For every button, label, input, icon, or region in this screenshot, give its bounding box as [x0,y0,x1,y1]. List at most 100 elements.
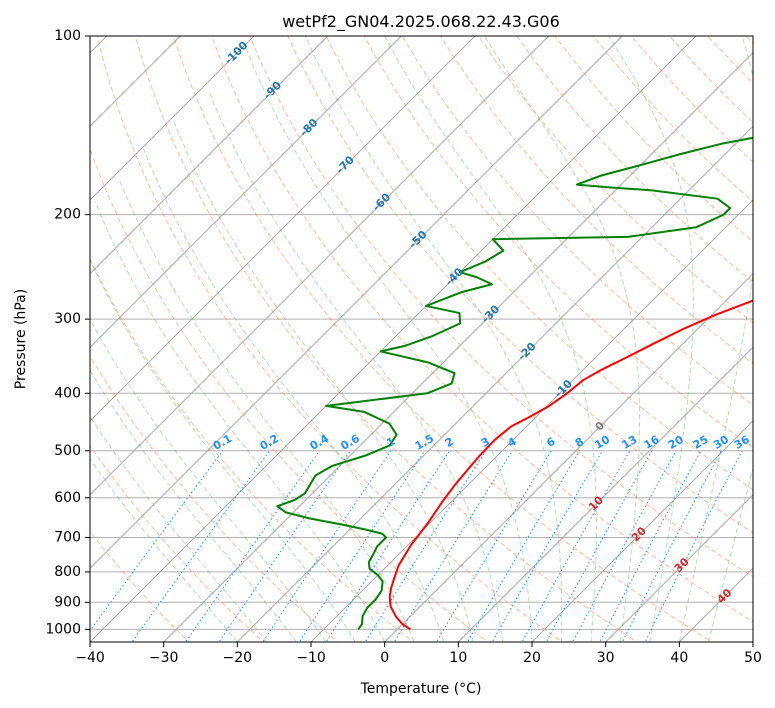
dry-adiabat [249,36,753,578]
mixing-ratio-line [131,450,271,642]
dry-adiabat [287,36,753,534]
moist-adiabat [143,148,445,642]
mixing-ratio-label: 0.6 [338,432,362,453]
isotherm-line [90,36,550,496]
isotherm-line [90,36,329,275]
isotherm-line [310,199,753,642]
moist-adiabat [209,93,504,642]
mixing-ratio-label: 2 [443,435,456,450]
isotherm-line [457,346,753,642]
mixing-ratio-label: 0.1 [211,432,234,453]
moist-adiabat [384,36,597,642]
isotherm-line [90,36,255,201]
dry-adiabat [90,444,265,642]
mixing-ratio-line [572,450,677,642]
dry-adiabat [516,36,753,283]
dry-adiabat [134,36,638,642]
x-axis-title: Temperature (°C) [360,681,482,697]
isotherm-line [90,36,476,422]
isotherm-label: -60 [370,190,393,213]
y-tick-label: 1000 [45,621,81,637]
x-tick-label: 0 [380,650,389,666]
mixing-ratio-line [185,450,320,642]
mixing-ratio-label: 16 [642,433,662,452]
mixing-ratio-line [90,450,224,632]
x-tick-label: −10 [296,650,326,666]
mixing-ratio-labels: 0.1 0.2 0.4 0.6 1 1.5 2 3 4 6 8 10 13 16 20 25 30 36 [211,432,752,453]
moist-adiabat [608,36,694,642]
isotherm-line [605,493,753,642]
mixing-ratio-label: 0.4 [308,432,332,453]
mixing-ratio-label: 10 [592,433,612,452]
dry-adiabat [440,36,753,365]
moist-adiabat [483,36,641,642]
x-tick-label: 40 [670,650,688,666]
moist-adiabat [90,258,356,642]
isotherm-line [678,567,753,642]
dry-adiabat [325,36,753,491]
dry-adiabat [363,36,753,448]
moist-adiabat [245,48,533,642]
isotherm-line [384,272,753,642]
mixing-ratio-label: 4 [506,435,519,450]
isotherm-line [90,36,402,349]
isotherm-line [236,125,753,642]
dry-adiabat [96,36,564,642]
x-tick-label: 30 [597,650,615,666]
chart-title: wetPf2_GN04.2025.068.22.43.G06 [282,12,560,32]
y-tick-label: 700 [54,530,81,546]
moist-adiabat [173,122,474,642]
dry-adiabat [90,530,190,642]
temperature-trace [388,299,753,631]
y-tick-label: 800 [54,564,81,580]
plot-frame [89,35,754,643]
isotherm-label: -70 [334,153,357,176]
y-tick-label: 200 [54,207,81,223]
x-tick-label: 20 [523,650,541,666]
isotherm-label: -40 [443,265,466,288]
x-tick-label: −40 [75,650,105,666]
moist-adiabat [708,466,753,642]
dry-adiabat [90,147,489,642]
y-tick-label: 300 [54,311,81,327]
mixing-ratio-line [466,450,581,642]
moist-adiabat [94,201,386,642]
dry-adiabat [745,36,753,45]
dewpoint-trace [276,136,753,631]
moist-adiabat [90,457,238,642]
dry-adiabat [707,36,753,84]
mixing-ratio-line [599,450,702,642]
x-tick-label: 10 [449,650,467,666]
x-tick-label: −20 [223,650,253,666]
y-tick-label: 100 [54,28,81,44]
dry-adiabat [90,257,414,642]
mixing-ratio-label: 36 [732,433,752,452]
moist-adiabat [304,36,563,642]
isotherm-line [531,420,753,642]
y-tick-label: 600 [54,490,81,506]
moist-adiabat [119,180,415,642]
dry-adiabat [172,36,713,642]
mixing-ratio-label: 30 [711,433,731,452]
mixing-ratio-label: 25 [691,433,711,452]
dry-adiabat [90,354,339,642]
mixing-ratio-line [621,450,722,642]
x-tick-label: −30 [149,650,179,666]
moist-adiabat [90,415,268,642]
x-axis: −40 −30 −20 −10 0 10 20 30 40 50 [75,642,762,666]
mixing-ratio-label: 6 [544,435,557,450]
dry-adiabat [478,36,753,324]
y-axis: 1000 900 800 700 600 500 400 300 200 100 [45,28,90,637]
isotherm-label: -30 [479,302,502,325]
isotherm-line [752,641,753,642]
y-tick-label: 400 [54,385,81,401]
moist-adiabat [678,36,753,642]
y-tick-label: 900 [54,594,81,610]
isotherm-line [163,51,753,642]
x-tick-label: 50 [744,650,762,666]
mixing-ratio-label: 1.5 [413,432,436,453]
y-tick-label: 500 [54,443,81,459]
mixing-ratio-line [262,450,392,642]
mixing-ratio-line [218,450,351,642]
plot-area [90,36,753,642]
